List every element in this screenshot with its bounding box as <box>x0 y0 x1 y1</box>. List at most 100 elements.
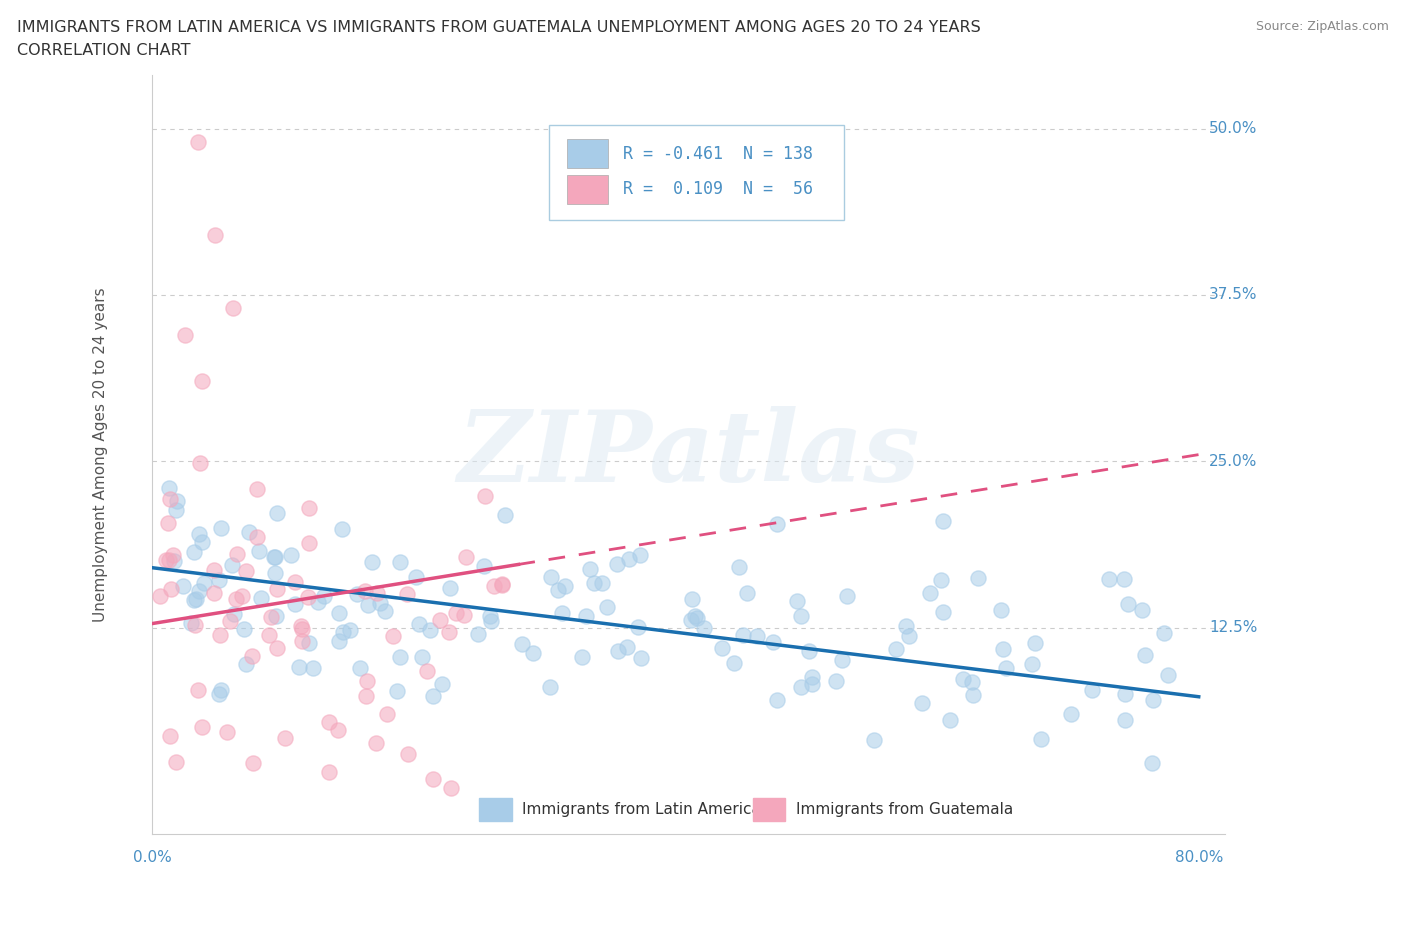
Point <box>226 547 249 562</box>
Point <box>381 629 404 644</box>
Point <box>298 636 321 651</box>
Point <box>735 586 758 601</box>
Point <box>188 456 211 471</box>
Point <box>683 608 706 623</box>
Point <box>1059 706 1081 721</box>
Point <box>221 557 243 572</box>
Point <box>932 604 955 619</box>
Point <box>898 629 921 644</box>
Point <box>766 517 789 532</box>
Point <box>183 545 205 560</box>
Point <box>233 621 256 636</box>
Point <box>183 592 205 607</box>
Point <box>332 625 354 640</box>
Point <box>284 596 307 611</box>
Point <box>685 611 707 626</box>
Text: Immigrants from Guatemala: Immigrants from Guatemala <box>796 802 1014 817</box>
Text: IMMIGRANTS FROM LATIN AMERICA VS IMMIGRANTS FROM GUATEMALA UNEMPLOYMENT AMONG AG: IMMIGRANTS FROM LATIN AMERICA VS IMMIGRA… <box>17 20 980 35</box>
Point <box>246 529 269 544</box>
Point <box>932 513 955 528</box>
Point <box>274 731 297 746</box>
Point <box>681 591 703 606</box>
Point <box>837 589 859 604</box>
Point <box>607 644 630 658</box>
Point <box>994 661 1017 676</box>
Point <box>863 732 886 747</box>
Point <box>790 608 813 623</box>
Point <box>911 695 934 710</box>
Point <box>491 578 513 592</box>
Point <box>328 633 350 648</box>
Point <box>368 595 391 610</box>
Point <box>454 550 477 565</box>
Point <box>628 547 651 562</box>
Point <box>411 649 433 664</box>
Point <box>733 628 755 643</box>
Point <box>745 629 768 644</box>
Point <box>920 585 942 600</box>
Point <box>1118 596 1140 611</box>
Point <box>419 623 441 638</box>
Point <box>290 618 312 633</box>
Point <box>187 683 209 698</box>
Point <box>165 502 187 517</box>
Point <box>1140 755 1163 770</box>
Point <box>339 622 361 637</box>
Point <box>247 543 270 558</box>
Point <box>191 534 214 549</box>
Point <box>540 569 562 584</box>
Point <box>173 327 195 342</box>
Point <box>616 639 638 654</box>
Point <box>960 674 983 689</box>
Point <box>222 607 245 622</box>
Point <box>264 565 287 580</box>
Point <box>187 526 209 541</box>
Point <box>571 650 593 665</box>
Point <box>578 562 600 577</box>
Point <box>209 521 232 536</box>
Point <box>346 587 368 602</box>
Text: Immigrants from Latin America: Immigrants from Latin America <box>522 802 761 817</box>
Point <box>474 489 496 504</box>
Point <box>422 771 444 786</box>
Point <box>330 521 353 536</box>
Point <box>437 624 460 639</box>
Point <box>225 591 247 606</box>
Point <box>681 613 703 628</box>
Point <box>1157 668 1180 683</box>
Point <box>554 578 576 593</box>
Point <box>1142 693 1164 708</box>
Point <box>1153 626 1175 641</box>
Point <box>896 618 918 633</box>
Point <box>166 493 188 508</box>
Point <box>357 598 380 613</box>
Point <box>240 648 263 663</box>
Point <box>494 508 516 523</box>
Point <box>157 481 180 496</box>
Point <box>800 676 823 691</box>
Text: 12.5%: 12.5% <box>1209 620 1257 635</box>
Point <box>474 559 496 574</box>
Point <box>349 660 371 675</box>
FancyBboxPatch shape <box>752 798 785 821</box>
Point <box>583 576 606 591</box>
Point <box>396 586 419 601</box>
Point <box>824 673 846 688</box>
Point <box>260 609 283 624</box>
Point <box>266 582 288 597</box>
Point <box>375 706 398 721</box>
Point <box>291 633 314 648</box>
Point <box>318 764 340 779</box>
Point <box>280 548 302 563</box>
Point <box>149 588 172 603</box>
Point <box>298 536 321 551</box>
Point <box>439 581 461 596</box>
Point <box>238 525 260 539</box>
Point <box>884 642 907 657</box>
Point <box>364 736 387 751</box>
Point <box>288 659 311 674</box>
Point <box>257 627 280 642</box>
Point <box>165 754 187 769</box>
Point <box>159 491 181 506</box>
Point <box>191 720 214 735</box>
